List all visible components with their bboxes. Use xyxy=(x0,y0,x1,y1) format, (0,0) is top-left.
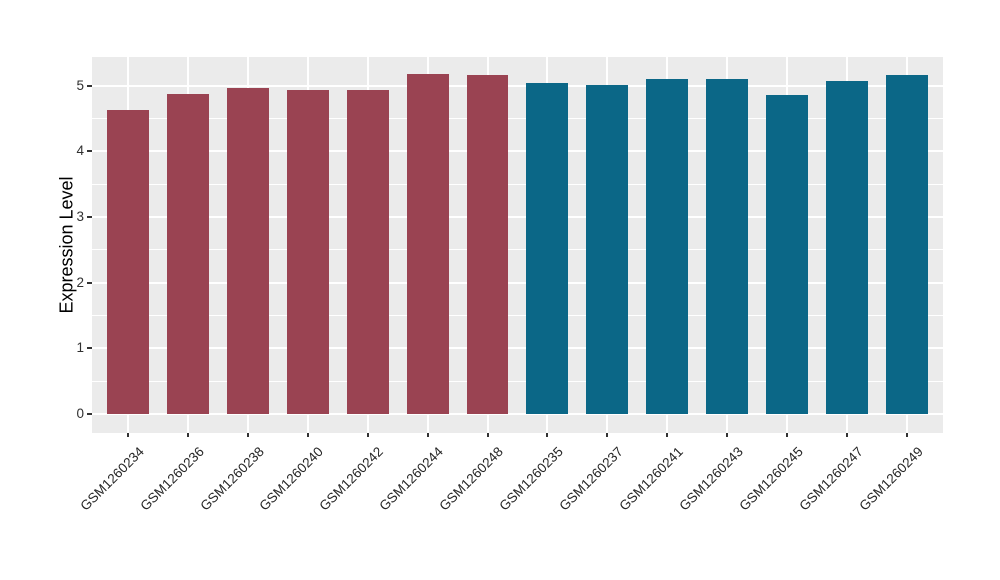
bar-GSM1260235 xyxy=(526,82,569,414)
x-tick xyxy=(186,433,189,437)
y-tick-label: 4 xyxy=(76,143,84,159)
bar-GSM1260236 xyxy=(166,93,209,414)
bar-GSM1260248 xyxy=(466,75,509,414)
bar-GSM1260242 xyxy=(346,89,389,414)
y-tick xyxy=(87,347,92,350)
x-tick xyxy=(366,433,369,437)
plot-panel xyxy=(92,57,943,433)
y-tick xyxy=(87,216,92,219)
bar-GSM1260238 xyxy=(226,87,269,414)
y-tick-label: 0 xyxy=(76,405,84,421)
y-tick xyxy=(87,84,92,87)
y-tick-label: 2 xyxy=(76,274,84,290)
x-tick-label-GSM1260245: GSM1260245 xyxy=(736,444,806,514)
bar-GSM1260243 xyxy=(706,79,749,414)
y-tick-label: 3 xyxy=(76,209,84,225)
bar-GSM1260240 xyxy=(286,89,329,414)
x-tick-label-GSM1260236: GSM1260236 xyxy=(136,444,207,514)
x-tick-label-GSM1260249: GSM1260249 xyxy=(856,444,926,514)
gridline-major xyxy=(92,84,943,87)
gridline-minor xyxy=(92,380,943,382)
gridline-minor xyxy=(92,315,943,317)
y-tick-label: 1 xyxy=(76,340,84,356)
x-tick xyxy=(426,433,429,437)
bar-GSM1260244 xyxy=(406,74,449,414)
x-tick xyxy=(306,433,309,437)
gridline-major xyxy=(92,412,943,415)
y-axis-title: Expression Level xyxy=(56,176,77,314)
x-tick xyxy=(126,433,129,437)
gridline-minor xyxy=(92,183,943,185)
x-tick-label-GSM1260243: GSM1260243 xyxy=(676,444,746,514)
bar-GSM1260247 xyxy=(826,80,869,414)
x-tick-label-GSM1260241: GSM1260241 xyxy=(616,444,686,514)
bar-GSM1260249 xyxy=(886,74,928,414)
gridline-minor xyxy=(92,118,943,120)
bar-GSM1260237 xyxy=(586,84,629,414)
x-tick-label-GSM1260247: GSM1260247 xyxy=(796,444,866,514)
x-tick xyxy=(606,433,609,437)
x-tick xyxy=(666,433,669,437)
gridline-major xyxy=(92,347,943,350)
bar-GSM1260245 xyxy=(766,95,809,414)
gridline-major xyxy=(92,216,943,219)
x-tick-label-GSM1260234: GSM1260234 xyxy=(77,444,147,514)
gridline-major xyxy=(92,150,943,153)
x-tick xyxy=(846,433,849,437)
x-tick xyxy=(246,433,249,437)
x-tick xyxy=(486,433,489,437)
x-tick xyxy=(786,433,789,437)
gridline-minor xyxy=(92,249,943,251)
bar-GSM1260234 xyxy=(106,110,149,414)
bar-GSM1260241 xyxy=(646,79,689,414)
x-tick xyxy=(906,433,909,437)
y-tick xyxy=(87,281,92,284)
gridline-major xyxy=(92,281,943,284)
x-tick xyxy=(726,433,729,437)
x-tick xyxy=(546,433,549,437)
y-tick xyxy=(87,412,92,415)
y-tick xyxy=(87,150,92,153)
y-tick-label: 5 xyxy=(76,77,84,93)
